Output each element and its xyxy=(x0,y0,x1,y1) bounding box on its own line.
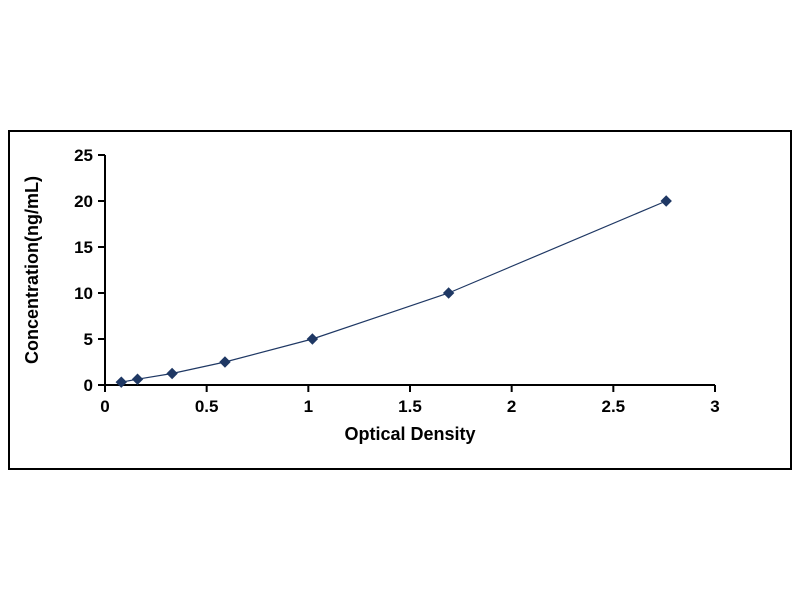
x-axis-title: Optical Density xyxy=(344,424,475,444)
y-axis-title: Concentration(ng/mL) xyxy=(22,176,42,364)
x-tick-label: 1.5 xyxy=(398,397,422,416)
data-point-marker xyxy=(219,356,231,368)
x-tick-label: 3 xyxy=(710,397,719,416)
y-tick-label: 10 xyxy=(74,284,93,303)
standard-curve-chart: 0 0.5 1 1.5 2 2.5 3 0 5 10 15 20 25 Optical Density Co… xyxy=(22,146,720,444)
data-point-marker xyxy=(166,367,178,380)
data-series-line xyxy=(121,200,667,383)
data-point-marker xyxy=(306,333,319,345)
x-tick-label: 0 xyxy=(100,397,109,416)
x-tick-label: 0.5 xyxy=(195,397,219,416)
data-point-marker xyxy=(660,195,672,207)
y-tick-label: 20 xyxy=(74,192,93,211)
x-tick-label: 2.5 xyxy=(602,397,626,416)
y-tick-label: 25 xyxy=(74,146,93,165)
chart-container: 0 0.5 1 1.5 2 2.5 3 0 5 10 15 20 25 Optical Density Co… xyxy=(8,130,792,470)
y-tick-label: 15 xyxy=(74,238,93,257)
data-point-marker xyxy=(115,376,127,388)
y-tick-label: 5 xyxy=(84,330,93,349)
x-tick-label: 2 xyxy=(507,397,516,416)
data-point-marker xyxy=(442,287,455,299)
x-tick-label: 1 xyxy=(304,397,313,416)
y-tick-label: 0 xyxy=(84,376,93,395)
data-point-marker xyxy=(131,373,144,385)
